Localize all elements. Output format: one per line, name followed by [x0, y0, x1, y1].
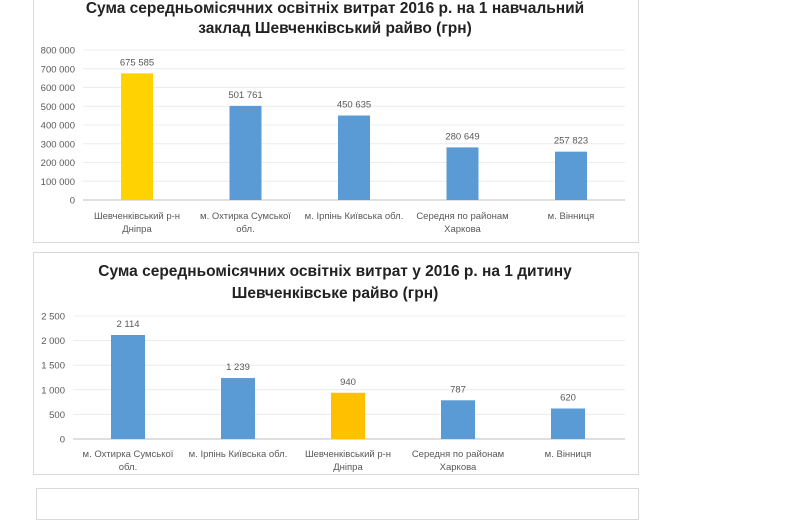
chart-1-data-label: 450 635 — [337, 100, 371, 111]
chart-2-bar — [111, 334, 145, 439]
chart-1-bar — [555, 151, 587, 200]
chart-2-title: Шевченківське райво (грн) — [232, 285, 438, 302]
chart-1-category-label: Дніпра — [122, 224, 152, 235]
chart-2-category-label: м. Охтирка Сумської — [83, 449, 174, 460]
chart-1-y-tick: 0 — [70, 196, 75, 207]
chart-1-bar — [121, 73, 153, 200]
chart-1-data-label: 501 761 — [228, 90, 262, 101]
chart-2-category-label: Середня по районам — [412, 449, 504, 460]
chart-2-data-label: 940 — [340, 377, 356, 388]
chart-2-y-tick: 0 — [60, 435, 65, 446]
chart-1-y-tick: 400 000 — [41, 121, 75, 132]
chart-2-y-tick: 500 — [49, 410, 65, 421]
chart-1-bar — [338, 115, 370, 200]
chart-1-y-tick: 300 000 — [41, 139, 75, 150]
chart-2-data-label: 1 239 — [226, 362, 250, 373]
chart-2-bar — [331, 392, 365, 439]
chart-2-title: Сума середньомісячних освітніх витрат у … — [98, 263, 572, 280]
chart-2-y-tick: 2 000 — [41, 336, 65, 347]
chart-2-bar — [441, 400, 475, 439]
charts-svg: Сума середньомісячних освітніх витрат 20… — [41, 0, 625, 473]
chart-1-category-label: м. Вінниця — [548, 211, 595, 222]
chart-1-y-tick: 700 000 — [41, 64, 75, 75]
chart-2-data-label: 787 — [450, 384, 466, 395]
chart-2-data-label: 620 — [560, 392, 576, 403]
chart-1-category-label: м. Охтирка Сумської — [200, 211, 291, 222]
chart-1-category-label: Середня по районам — [416, 211, 508, 222]
chart-1-y-tick: 500 000 — [41, 102, 75, 113]
chart-1-category-label: м. Ірпінь Київська обл. — [305, 211, 404, 222]
chart-2-category-label: Харкова — [440, 462, 477, 473]
chart-1-y-tick: 800 000 — [41, 46, 75, 57]
chart-1-data-label: 675 585 — [120, 57, 154, 68]
chart-1-category-label: Харкова — [444, 224, 481, 235]
chart-2-y-tick: 1 000 — [41, 385, 65, 396]
chart-1-title: заклад Шевченківський райво (грн) — [198, 20, 472, 37]
chart-2-y-tick: 1 500 — [41, 361, 65, 372]
chart-1-y-tick: 200 000 — [41, 158, 75, 169]
chart-1-title: Сума середньомісячних освітніх витрат 20… — [86, 0, 584, 17]
chart-2-y-tick: 2 500 — [41, 312, 65, 323]
chart-2-bar — [551, 408, 585, 439]
chart-1-category-label: обл. — [236, 224, 254, 235]
chart-1-bar — [446, 147, 479, 200]
chart-2-category-label: м. Ірпінь Київська обл. — [189, 449, 288, 460]
chart-1-data-label: 280 649 — [445, 131, 479, 142]
chart-1-data-label: 257 823 — [554, 136, 588, 147]
chart-2-bar — [221, 378, 255, 439]
chart-1-y-tick: 100 000 — [41, 177, 75, 188]
chart-2-category-label: обл. — [119, 462, 137, 473]
chart-2-category-label: Шевченківський р-н — [305, 449, 391, 460]
chart-1-y-tick: 600 000 — [41, 83, 75, 94]
chart-2-category-label: м. Вінниця — [545, 449, 592, 460]
chart-2-data-label: 2 114 — [116, 319, 139, 330]
chart-1-bar — [229, 105, 262, 200]
chart-2-category-label: Дніпра — [333, 462, 363, 473]
chart-1-category-label: Шевченківський р-н — [94, 211, 180, 222]
